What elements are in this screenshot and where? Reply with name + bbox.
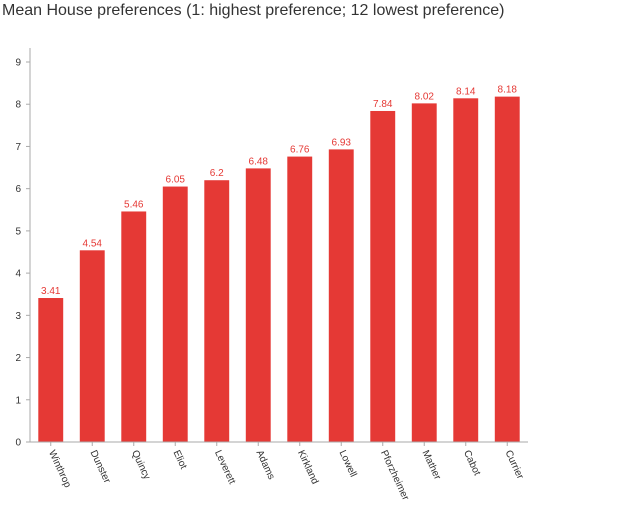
x-tick-label-mather: Mather: [420, 449, 443, 482]
y-tick-label: 6: [15, 184, 21, 195]
bar-kirkland: [287, 156, 313, 443]
x-axis: Winthrop Dunster Quincy Eliot Leverett Adams K…: [30, 441, 528, 503]
x-tick-label-dunster: Dunster: [88, 449, 113, 486]
value-label-lowell: 6.93: [332, 137, 352, 148]
value-label-winthrop: 3.41: [41, 286, 61, 297]
x-tick-label-pforzheimer: Pforzheimer: [378, 449, 411, 503]
value-label-mather: 8.02: [415, 91, 435, 102]
bar-winthrop: [38, 298, 64, 442]
x-tick-label-lowell: Lowell: [337, 449, 359, 479]
value-label-leverett: 6.2: [210, 168, 224, 179]
chart-title: Mean House preferences (1: highest prefe…: [2, 2, 505, 19]
y-tick-label: 1: [15, 395, 21, 406]
bar-mather: [411, 103, 437, 442]
x-tick-label-winthrop: Winthrop: [46, 449, 73, 490]
bar-dunster: [79, 250, 105, 442]
y-tick-label: 8: [15, 100, 21, 111]
value-label-dunster: 4.54: [83, 238, 103, 249]
bar-quincy: [121, 211, 147, 442]
bars: 3.41 4.54 5.46 6.05 6.2 6.48 6.76 6.93 7.84 8.02 8…: [38, 85, 520, 443]
y-tick-label: 2: [15, 353, 21, 364]
y-tick-label: 4: [15, 269, 21, 280]
value-label-kirkland: 6.76: [290, 145, 310, 156]
y-tick-label: 7: [15, 142, 21, 153]
bar-currier: [494, 96, 520, 442]
value-label-currier: 8.18: [498, 85, 518, 96]
value-label-cabot: 8.14: [456, 86, 476, 97]
value-label-pforzheimer: 7.84: [373, 99, 393, 110]
x-tick-label-eliot: Eliot: [171, 449, 189, 471]
bar-pforzheimer: [370, 110, 396, 442]
value-label-eliot: 6.05: [166, 175, 186, 186]
bar-lowell: [328, 149, 354, 442]
x-tick-label-leverett: Leverett: [212, 449, 237, 487]
bar-eliot: [162, 186, 188, 442]
bar-leverett: [204, 180, 230, 442]
y-tick-label: 5: [15, 226, 21, 237]
bar-adams: [245, 168, 271, 442]
x-tick-label-kirkland: Kirkland: [295, 449, 320, 486]
x-tick-label-currier: Currier: [503, 449, 526, 482]
value-label-quincy: 5.46: [124, 199, 144, 210]
y-tick-label: 0: [15, 438, 21, 449]
y-tick-label: 3: [15, 311, 21, 322]
x-tick-label-quincy: Quincy: [129, 449, 152, 482]
y-tick-label: 9: [15, 58, 21, 69]
bar-cabot: [453, 98, 479, 443]
x-tick-label-cabot: Cabot: [461, 449, 482, 478]
x-tick-label-adams: Adams: [254, 449, 277, 482]
y-axis: 0 1 2 3 4 5 6 7 8 9: [15, 48, 31, 449]
value-label-adams: 6.48: [249, 156, 269, 167]
